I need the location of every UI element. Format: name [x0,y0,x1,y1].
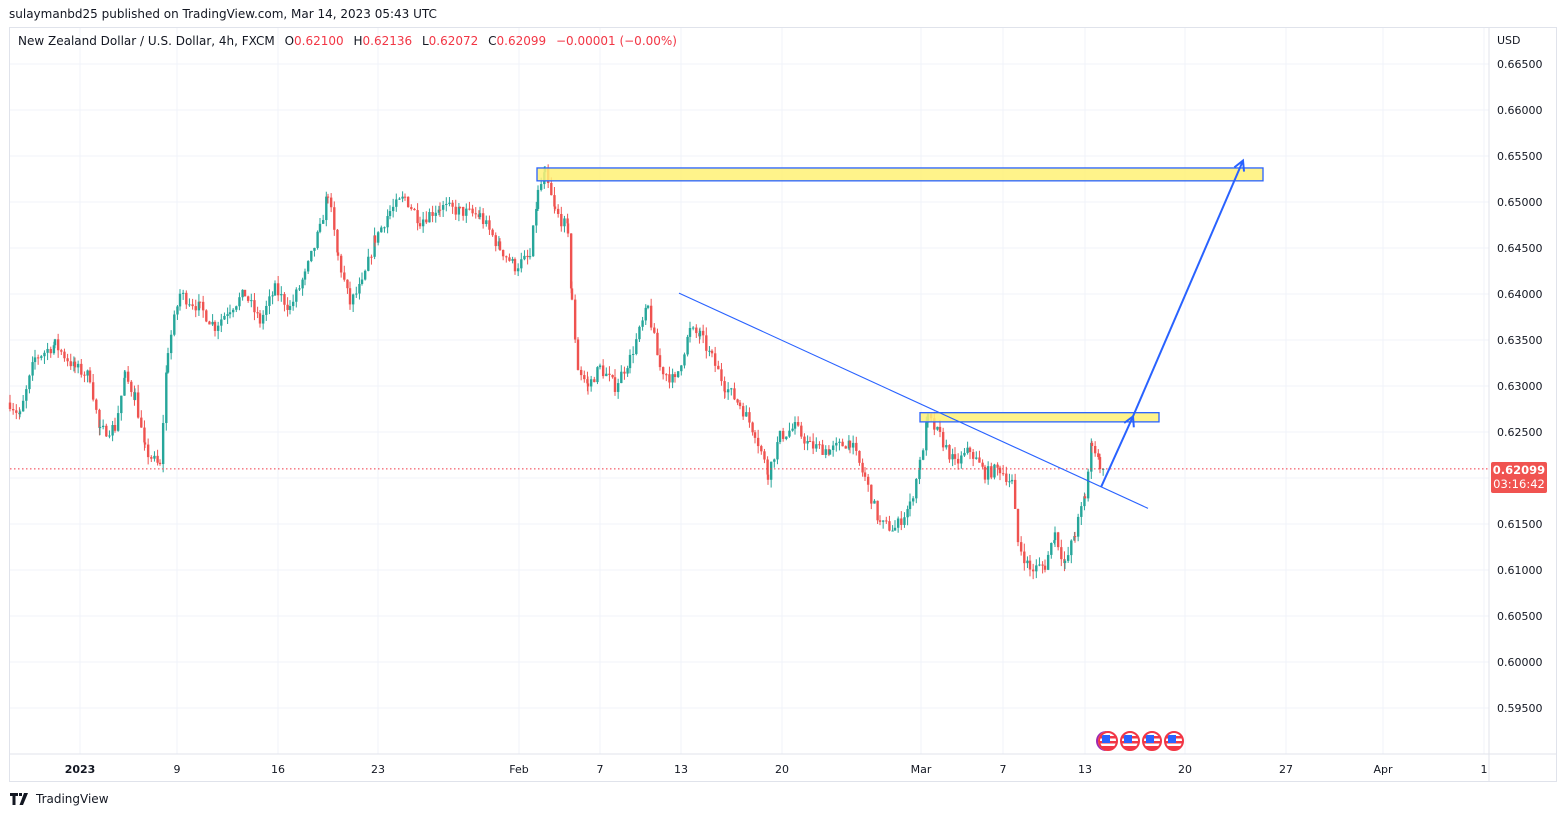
time-tick-label: 23 [371,763,385,776]
brand-text: TradingView [36,792,109,806]
bar-countdown: 03:16:42 [1493,477,1545,491]
time-tick-label: 20 [1178,763,1192,776]
tradingview-logo-icon [10,793,28,805]
low-label: L [421,34,429,48]
price-tick-label: 0.60500 [1497,610,1543,623]
price-tick-label: 0.65000 [1497,196,1543,209]
projection-arrow-1[interactable] [1100,415,1134,488]
time-tick-label: Apr [1373,763,1393,776]
candles [8,164,1105,580]
us-flag-event-icon[interactable] [1098,731,1118,751]
time-tick-label: 13 [674,763,688,776]
price-tick-label: 0.62500 [1497,426,1543,439]
time-tick-label: Mar [911,763,932,776]
time-tick-label: 2023 [65,763,96,776]
us-flag-event-icon[interactable] [1164,731,1184,751]
symbol-title: New Zealand Dollar / U.S. Dollar, 4h, FX… [18,34,275,48]
low-value: 0.62072 [428,34,479,48]
us-flag-event-icon[interactable] [1120,731,1140,751]
projection-arrow-2[interactable] [1132,160,1244,417]
price-tick-label: 0.64500 [1497,242,1543,255]
close-value: 0.62099 [496,34,547,48]
descending-trendline[interactable] [678,292,1149,509]
symbol-legend: New Zealand Dollar / U.S. Dollar, 4h, FX… [18,34,677,48]
price-tick-label: 0.64000 [1497,288,1543,301]
price-tick-label: 0.63500 [1497,334,1543,347]
current-price-tag: 0.62099 03:16:42 [1491,462,1547,493]
change-value: −0.00001 (−0.00%) [555,34,677,48]
price-tick-label: 0.65500 [1497,150,1543,163]
close-label: C [488,34,497,48]
time-tick-label: 7 [597,763,604,776]
footer-brand: TradingView [10,792,109,806]
time-tick-label: 9 [174,763,181,776]
price-tick-label: 0.66500 [1497,58,1543,71]
economic-events [1098,731,1186,751]
time-tick-label: 20 [775,763,789,776]
high-label: H [353,34,363,48]
price-tick-label: 0.61000 [1497,564,1543,577]
currency-label: USD [1497,34,1521,47]
price-tick-label: 0.66000 [1497,104,1543,117]
current-price: 0.62099 [1492,463,1546,477]
time-tick-label: 7 [1000,763,1007,776]
time-tick-label: 13 [1078,763,1092,776]
time-tick-label: 1 [1481,763,1488,776]
price-tick-label: 0.59500 [1497,702,1543,715]
resistance-zone-lower[interactable] [919,412,1160,423]
projection-arrow-2-head-icon [1233,158,1246,172]
resistance-zone-upper[interactable] [536,167,1264,182]
price-tick-label: 0.61500 [1497,518,1543,531]
time-tick-label: Feb [509,763,528,776]
time-tick-label: 16 [271,763,285,776]
open-label: O [284,34,295,48]
open-value: 0.62100 [294,34,344,48]
us-flag-event-icon[interactable] [1142,731,1162,751]
high-value: 0.62136 [362,34,413,48]
price-tick-label: 0.60000 [1497,656,1543,669]
price-tick-label: 0.63000 [1497,380,1543,393]
publish-info: sulaymanbd25 published on TradingView.co… [9,7,437,21]
time-tick-label: 27 [1279,763,1293,776]
